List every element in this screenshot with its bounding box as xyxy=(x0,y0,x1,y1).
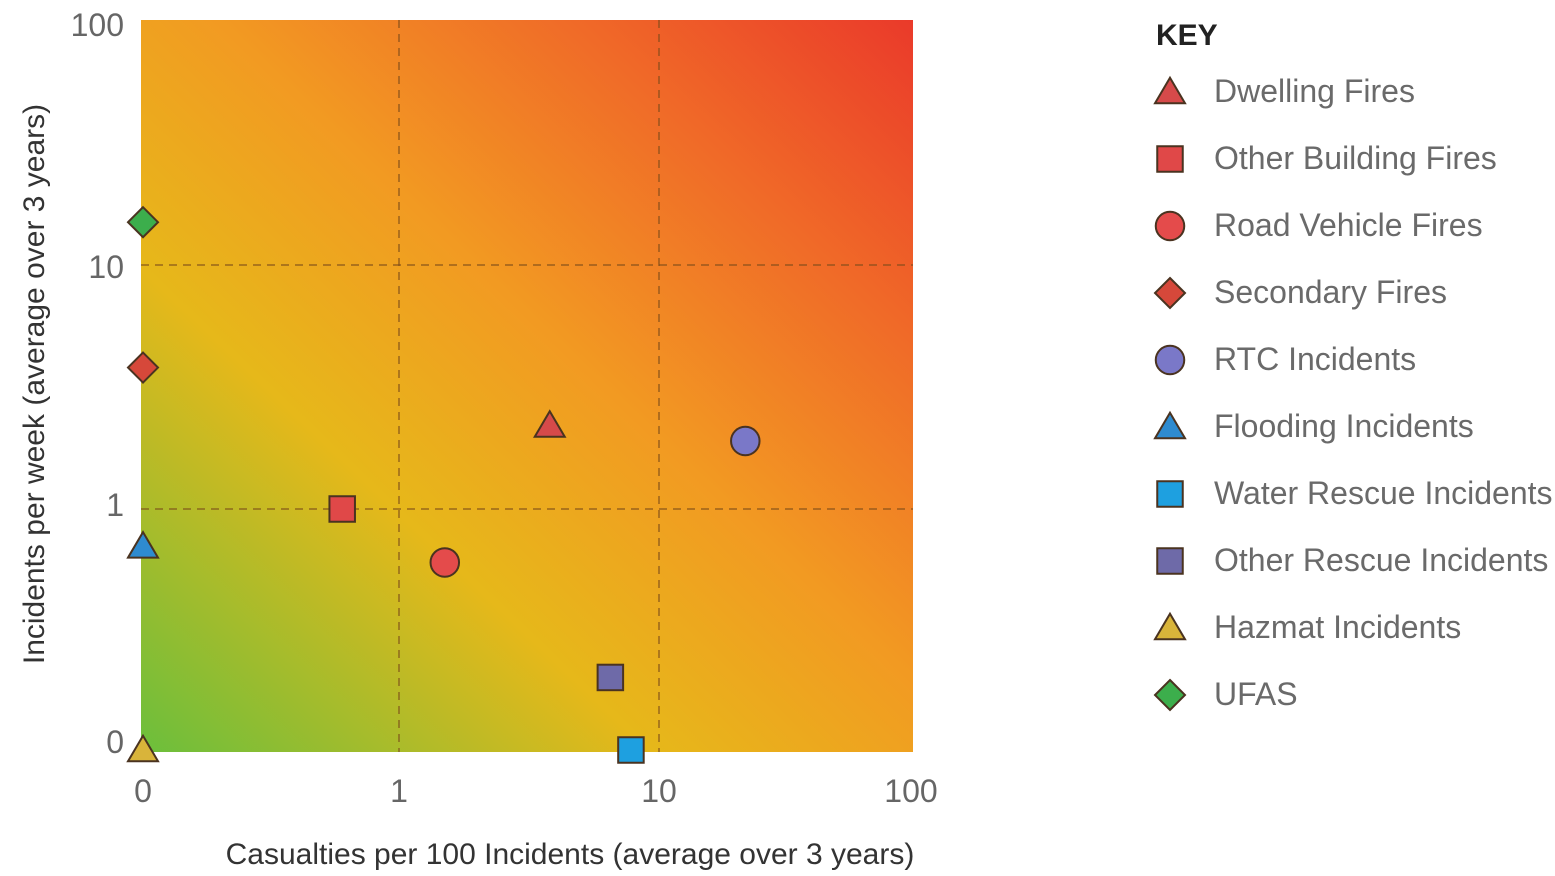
legend-label: Hazmat Incidents xyxy=(1214,609,1462,645)
legend-label: Water Rescue Incidents xyxy=(1214,475,1553,511)
x-tick-label-3: 100 xyxy=(884,773,937,809)
diamond-icon xyxy=(1153,678,1187,711)
legend-label: Dwelling Fires xyxy=(1214,73,1415,109)
square-icon xyxy=(1156,546,1184,575)
point-hazmat-incidents xyxy=(126,733,160,763)
legend-item-road-vehicle-fires: Road Vehicle Fires xyxy=(1150,192,1550,259)
point-flooding-incidents xyxy=(126,530,160,559)
legend-item-ufas: UFAS xyxy=(1150,661,1550,728)
legend-label: RTC Incidents xyxy=(1214,341,1417,377)
y-tick-label-2: 10 xyxy=(88,249,124,285)
circle-icon xyxy=(1154,210,1186,241)
y-tick-label-3: 100 xyxy=(71,7,124,43)
legend-items: Dwelling Fires Other Building Fires Road V… xyxy=(1150,58,1553,728)
point-rtc-incidents xyxy=(730,425,761,457)
x-axis-title: Casualties per 100 Incidents (average ov… xyxy=(226,838,915,871)
circle-icon xyxy=(1154,344,1186,375)
y-axis-title: Incidents per week (average over 3 years… xyxy=(18,104,51,664)
legend-item-dwelling-fires: Dwelling Fires xyxy=(1150,58,1550,125)
plot-area xyxy=(141,20,913,752)
point-secondary-fires xyxy=(126,351,160,384)
x-tick-labels: 0 1 10 100 xyxy=(134,773,938,809)
point-ufas xyxy=(126,205,160,239)
legend-item-secondary-fires: Secondary Fires xyxy=(1150,259,1550,326)
y-tick-label-0: 0 xyxy=(106,724,124,760)
y-tick-label-1: 1 xyxy=(106,487,124,523)
point-water-rescue-incidents xyxy=(617,736,645,764)
legend-item-rtc-incidents: RTC Incidents xyxy=(1150,326,1550,393)
triangle-icon xyxy=(1153,611,1187,640)
triangle-icon xyxy=(1153,410,1187,439)
legend-label: Flooding Incidents xyxy=(1214,408,1474,444)
point-dwelling-fires xyxy=(532,409,567,438)
diamond-icon xyxy=(1153,276,1187,309)
y-tick-labels: 0 1 10 100 xyxy=(71,7,124,760)
point-road-vehicle-fires xyxy=(429,547,461,578)
legend-item-other-rescue-incidents: Other Rescue Incidents xyxy=(1150,527,1550,594)
triangle-icon xyxy=(1153,75,1187,104)
legend-item-hazmat-incidents: Hazmat Incidents xyxy=(1150,594,1550,661)
data-points xyxy=(126,205,761,764)
legend: KEY Dwelling Fires Other Building Fires Ro… xyxy=(1150,14,1553,728)
legend-item-other-building-fires: Other Building Fires xyxy=(1150,125,1550,192)
scatter-chart: 0 1 10 100 0 1 10 100 Casualties per 100… xyxy=(18,7,938,871)
x-tick-label-0: 0 xyxy=(134,773,152,809)
grid-lines xyxy=(141,20,913,752)
point-other-building-fires xyxy=(328,495,356,523)
x-tick-label-2: 10 xyxy=(641,773,677,809)
legend-label: UFAS xyxy=(1214,676,1298,712)
legend-label: Secondary Fires xyxy=(1214,274,1447,310)
point-other-rescue-incidents xyxy=(596,663,625,692)
legend-item-water-rescue-incidents: Water Rescue Incidents xyxy=(1150,460,1553,527)
x-tick-label-1: 1 xyxy=(390,773,408,809)
legend-label: Road Vehicle Fires xyxy=(1214,207,1483,243)
square-icon xyxy=(1156,144,1184,173)
legend-item-flooding-incidents: Flooding Incidents xyxy=(1150,393,1550,460)
square-icon xyxy=(1156,479,1184,508)
legend-title: KEY xyxy=(1156,19,1218,52)
legend-label: Other Building Fires xyxy=(1214,140,1497,176)
legend-label: Other Rescue Incidents xyxy=(1214,542,1549,578)
